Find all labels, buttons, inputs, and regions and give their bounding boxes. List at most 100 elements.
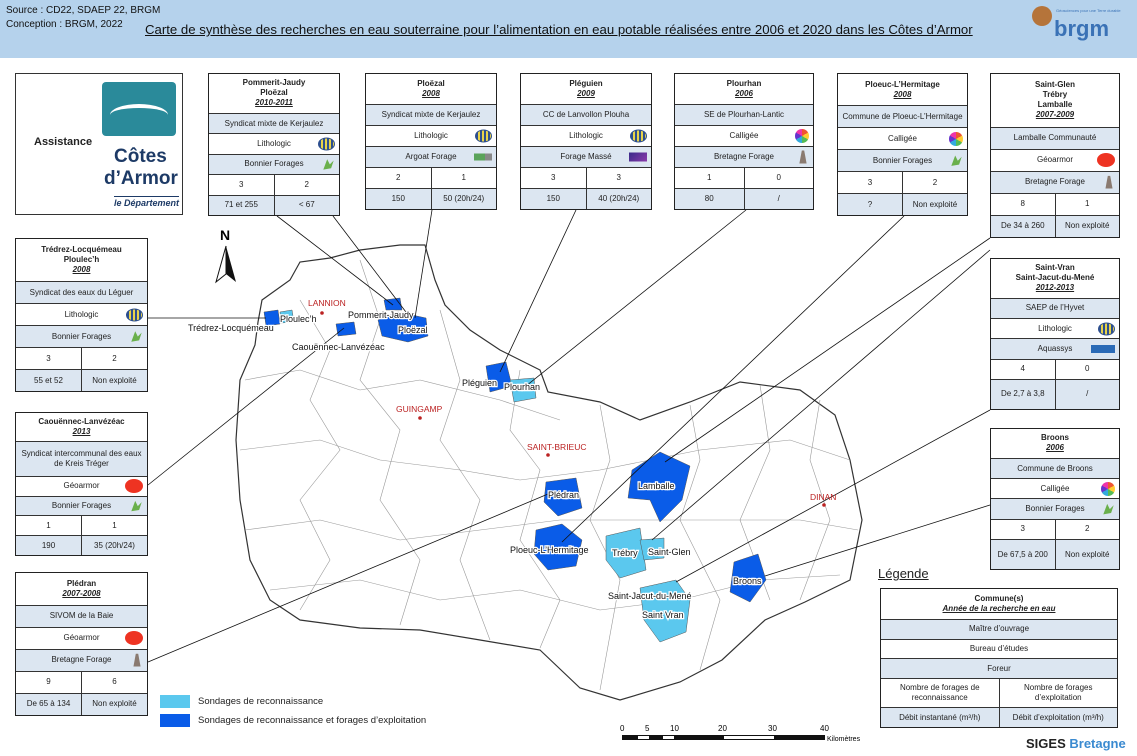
commune-broons xyxy=(729,553,767,603)
logo-line2: d’Armor xyxy=(104,168,178,189)
box-debit-exp: Non exploité xyxy=(1054,540,1120,569)
box-recon: 3 xyxy=(551,173,556,182)
scale-tick: 40 xyxy=(820,724,829,733)
box-owner-row: Commune de Broons xyxy=(991,457,1119,479)
box-exploit: 2 xyxy=(902,172,967,194)
box-title-row: Trédrez-Locquémeau Ploulec’h 2008 xyxy=(16,239,147,281)
box-driller-row: Bretagne Forage xyxy=(991,170,1119,193)
wheel-logo-icon xyxy=(795,129,809,143)
legend-debit-exp: Débit d’exploitation (m³/h) xyxy=(998,708,1118,727)
brgm-logo: Géosciences pour une Terre durable brgm xyxy=(1032,6,1132,46)
brgm-logo-mark-icon xyxy=(1032,6,1052,26)
box-recon: 9 xyxy=(46,677,51,687)
box-driller-row: Bonnier Forages xyxy=(838,149,967,172)
box-recon: 4 xyxy=(1020,364,1025,374)
box-debit-row: ? Non exploité xyxy=(838,193,967,215)
info-box: Ploëzal 2008 Syndicat mixte de Kerjaulez … xyxy=(365,73,497,210)
commune-label: Plédran xyxy=(548,490,579,500)
commune-label: Broons xyxy=(733,576,762,586)
box-driller-row: Bonnier Forages xyxy=(16,495,147,516)
box-driller-row: Bretagne Forage xyxy=(675,146,813,167)
department-outline xyxy=(235,244,863,701)
box-exploit: 0 xyxy=(743,168,814,188)
info-box: Ploeuc-L’Hermitage 2008 Commune de Ploeuc… xyxy=(837,73,968,216)
scale-tick: 30 xyxy=(768,724,777,733)
box-commune: Trébry xyxy=(1042,90,1068,100)
box-year: 2008 xyxy=(422,89,440,98)
scale-bar: 0 5 10 20 30 40 Kilomètres xyxy=(620,724,861,743)
north-arrow-icon xyxy=(226,246,236,282)
box-owner-row: Lamballe Communauté xyxy=(991,126,1119,149)
box-debit-inst: 190 xyxy=(41,540,56,550)
north-arrow: N xyxy=(215,227,236,284)
source-credits: Source : CD22, SDAEP 22, BRGM Conception … xyxy=(6,4,160,32)
box-consultant: Lithologic xyxy=(1038,323,1072,333)
box-consultant: Lithologic xyxy=(569,131,603,140)
box-debit-row: De 67,5 à 200 Non exploité xyxy=(991,539,1119,569)
box-exploit: 2 xyxy=(273,175,340,195)
truck-logo-icon xyxy=(474,153,492,161)
scale-tick: 20 xyxy=(718,724,727,733)
box-debit-inst: De 2,7 à 3,8 xyxy=(1000,389,1045,399)
logo-line3: le Département xyxy=(114,196,180,208)
leaf-logo-icon xyxy=(1103,503,1114,515)
commune-polygons xyxy=(263,297,767,643)
box-exploit: 6 xyxy=(81,671,147,693)
box-commune: Saint-Jacut-du-Mené xyxy=(1015,273,1095,283)
box-driller: Argoat Forage xyxy=(405,152,457,161)
box-year: 2008 xyxy=(893,89,912,99)
commune-label: Pommerit-Jaudy xyxy=(348,310,414,320)
legend-title-row: Commune(s) Année de la recherche en eau xyxy=(881,589,1117,619)
source-text: Source : CD22, SDAEP 22, BRGM xyxy=(6,5,161,16)
box-owner: Commune de Broons xyxy=(1017,463,1093,473)
legend-year: Année de la recherche en eau xyxy=(942,603,1056,613)
commune-label: Trébry xyxy=(612,548,638,558)
box-debit-row: De 34 à 260 Non exploité xyxy=(991,214,1119,237)
box-debit-row: De 65 à 134 Non exploité xyxy=(16,692,147,715)
box-consultant: Géoarmor xyxy=(63,633,100,643)
box-exploit: 1 xyxy=(430,168,497,188)
city-labels: LANNION GUINGAMP SAINT-BRIEUC DINAN xyxy=(308,298,836,507)
box-debit-inst: De 67,5 à 200 xyxy=(997,549,1048,559)
commune-label: Saint Vran xyxy=(642,610,684,620)
box-consultant-row: Lithologic xyxy=(366,125,496,146)
box-recon: 8 xyxy=(1020,199,1025,209)
box-debit-inst: 150 xyxy=(391,194,405,203)
box-driller: Aquassys xyxy=(1037,343,1073,353)
commune-tredrez-locquemeau xyxy=(263,309,281,327)
box-consultant-row: Calligée xyxy=(675,125,813,146)
box-consultant-row: Lithologic xyxy=(16,303,147,325)
box-debit-inst: De 65 à 134 xyxy=(26,699,71,709)
box-debit-exp: Non exploité xyxy=(81,370,147,391)
box-consultant: Lithologic xyxy=(414,131,448,140)
box-owner-row: Syndicat mixte de Kerjaulez xyxy=(366,104,496,125)
box-debit-inst: 80 xyxy=(704,194,714,203)
rig-logo-icon xyxy=(1105,175,1113,189)
box-recon: 1 xyxy=(707,173,712,182)
map-legend: Sondages de reconnaissance Sondages de r… xyxy=(160,692,426,730)
legend-box: Commune(s) Année de la recherche en eau M… xyxy=(880,588,1118,728)
city-label: LANNION xyxy=(308,298,346,308)
box-debit-exp: < 67 xyxy=(273,195,340,215)
commune-plourhan xyxy=(509,377,537,403)
box-year: 2012-2013 xyxy=(1035,283,1075,293)
commune-label: Plourhan xyxy=(504,382,540,392)
box-commune: Plédran xyxy=(66,578,97,588)
box-owner-row: Syndicat intercommunal des eaux de Kreis… xyxy=(16,441,147,476)
box-owner-row: CC de Lanvollon Plouha xyxy=(521,104,651,125)
box-debit-exp: Non exploité xyxy=(81,693,147,715)
box-debit-row: 190 35 (20h/24) xyxy=(16,535,147,555)
box-consultant-row: Calligée xyxy=(991,478,1119,498)
box-year: 2010-2011 xyxy=(255,98,293,108)
box-recon: 3 xyxy=(1020,524,1025,534)
box-exploit: 1 xyxy=(1054,193,1120,215)
box-title-row: Caouënnec-Lanvézéac 2013 xyxy=(16,413,147,441)
globe-logo-icon xyxy=(126,308,143,321)
box-debit-row: 80 / xyxy=(675,188,813,209)
box-driller: Bretagne Forage xyxy=(1024,177,1086,187)
box-driller-row: Bonnier Forages xyxy=(991,498,1119,519)
leaf-logo-icon xyxy=(131,331,142,342)
brgm-tagline: Géosciences pour une Terre durable xyxy=(1056,8,1121,13)
